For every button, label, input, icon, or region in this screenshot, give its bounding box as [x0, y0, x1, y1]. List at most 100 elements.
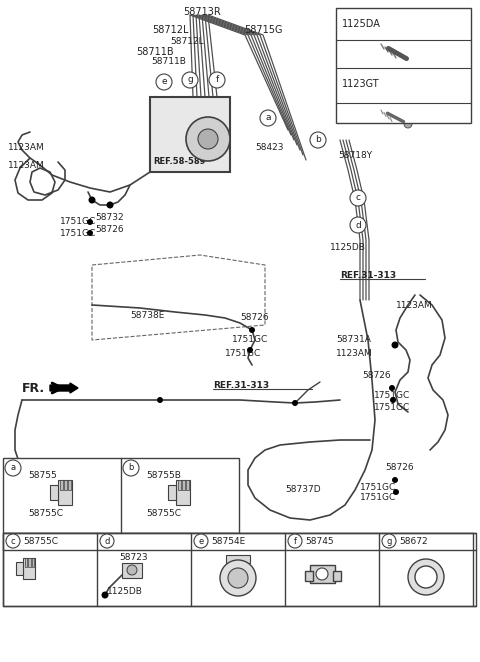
- Bar: [60, 480, 63, 490]
- Text: 58745: 58745: [305, 536, 334, 545]
- Circle shape: [316, 568, 328, 580]
- Text: FR.: FR.: [22, 381, 45, 395]
- Bar: [226, 555, 250, 563]
- Circle shape: [101, 592, 108, 598]
- Bar: [23, 558, 35, 579]
- Circle shape: [198, 129, 218, 149]
- Circle shape: [392, 477, 398, 483]
- Text: e: e: [198, 536, 204, 545]
- Text: 1751GC: 1751GC: [60, 218, 96, 226]
- Text: c: c: [11, 536, 15, 545]
- Text: 1123AM: 1123AM: [8, 160, 45, 169]
- Bar: [3, 533, 476, 606]
- Text: 58718Y: 58718Y: [338, 150, 372, 160]
- Text: 58731A: 58731A: [336, 336, 371, 344]
- Bar: [191, 533, 285, 550]
- Circle shape: [415, 566, 437, 588]
- Bar: [122, 563, 142, 578]
- Text: 1125DB: 1125DB: [330, 242, 366, 252]
- Circle shape: [194, 534, 208, 548]
- Bar: [24, 558, 27, 567]
- Text: c: c: [356, 193, 360, 203]
- Circle shape: [100, 534, 114, 548]
- Text: 58755B: 58755B: [146, 471, 181, 481]
- Text: 58726: 58726: [95, 226, 124, 234]
- Circle shape: [408, 559, 444, 595]
- Text: 58726: 58726: [385, 463, 414, 473]
- Bar: [97, 533, 191, 550]
- Bar: [178, 480, 181, 490]
- Text: f: f: [216, 75, 218, 85]
- Text: a: a: [11, 463, 15, 473]
- Text: 58712L: 58712L: [170, 38, 204, 46]
- Text: 58755: 58755: [28, 471, 57, 481]
- Circle shape: [6, 534, 20, 548]
- Text: 58737D: 58737D: [285, 485, 321, 495]
- Bar: [336, 8, 471, 123]
- Text: 58711B: 58711B: [136, 47, 174, 57]
- Circle shape: [350, 217, 366, 233]
- Text: 58738E: 58738E: [130, 310, 164, 320]
- Text: a: a: [265, 113, 271, 122]
- Text: 58423: 58423: [255, 144, 284, 152]
- Text: REF.31-313: REF.31-313: [213, 381, 269, 389]
- Circle shape: [107, 201, 113, 209]
- Bar: [379, 533, 473, 550]
- Bar: [3, 533, 97, 550]
- Bar: [68, 480, 71, 490]
- Text: 58711B: 58711B: [151, 58, 186, 66]
- Text: g: g: [386, 536, 392, 545]
- Bar: [64, 480, 67, 490]
- Text: 1751GC: 1751GC: [360, 483, 396, 493]
- Circle shape: [157, 397, 163, 403]
- Circle shape: [228, 568, 248, 588]
- Bar: [182, 480, 185, 490]
- Circle shape: [209, 72, 225, 88]
- Bar: [310, 565, 335, 583]
- Text: 58726: 58726: [240, 314, 269, 322]
- Circle shape: [186, 117, 230, 161]
- Text: d: d: [355, 220, 361, 230]
- Circle shape: [389, 385, 395, 391]
- Text: 58713R: 58713R: [183, 7, 221, 17]
- Text: 1751GC: 1751GC: [225, 348, 261, 357]
- Bar: [16, 562, 23, 575]
- Circle shape: [220, 560, 256, 596]
- Text: 58723: 58723: [119, 553, 148, 563]
- Text: 58754E: 58754E: [211, 536, 245, 545]
- Text: REF.58-589: REF.58-589: [153, 158, 205, 167]
- Circle shape: [88, 197, 96, 203]
- Text: 1123GT: 1123GT: [342, 79, 380, 89]
- Circle shape: [406, 56, 416, 66]
- Bar: [32, 558, 34, 567]
- Circle shape: [249, 327, 255, 333]
- Circle shape: [247, 347, 253, 353]
- Bar: [28, 558, 31, 567]
- Text: 1125DB: 1125DB: [107, 587, 143, 596]
- Circle shape: [292, 400, 298, 406]
- Text: 58755C: 58755C: [23, 536, 58, 545]
- Circle shape: [123, 460, 139, 476]
- Text: REF.31-313: REF.31-313: [340, 271, 396, 279]
- Text: 58672: 58672: [399, 536, 428, 545]
- FancyArrow shape: [50, 383, 78, 393]
- Text: e: e: [161, 77, 167, 87]
- Text: 1123AM: 1123AM: [396, 301, 433, 310]
- Circle shape: [87, 230, 93, 236]
- Circle shape: [156, 74, 172, 90]
- Bar: [3, 458, 239, 533]
- Text: 1125DA: 1125DA: [342, 19, 381, 29]
- Text: g: g: [187, 75, 193, 85]
- Bar: [50, 485, 58, 500]
- Text: 58715G: 58715G: [244, 25, 283, 35]
- Bar: [186, 480, 189, 490]
- Circle shape: [392, 342, 398, 348]
- Text: f: f: [293, 536, 297, 545]
- Text: b: b: [128, 463, 134, 473]
- Text: 1751GC: 1751GC: [60, 228, 96, 238]
- Text: 1751GC: 1751GC: [360, 493, 396, 502]
- Bar: [176, 480, 190, 505]
- Text: d: d: [104, 536, 110, 545]
- Text: 1123AM: 1123AM: [8, 144, 45, 152]
- Bar: [305, 571, 313, 581]
